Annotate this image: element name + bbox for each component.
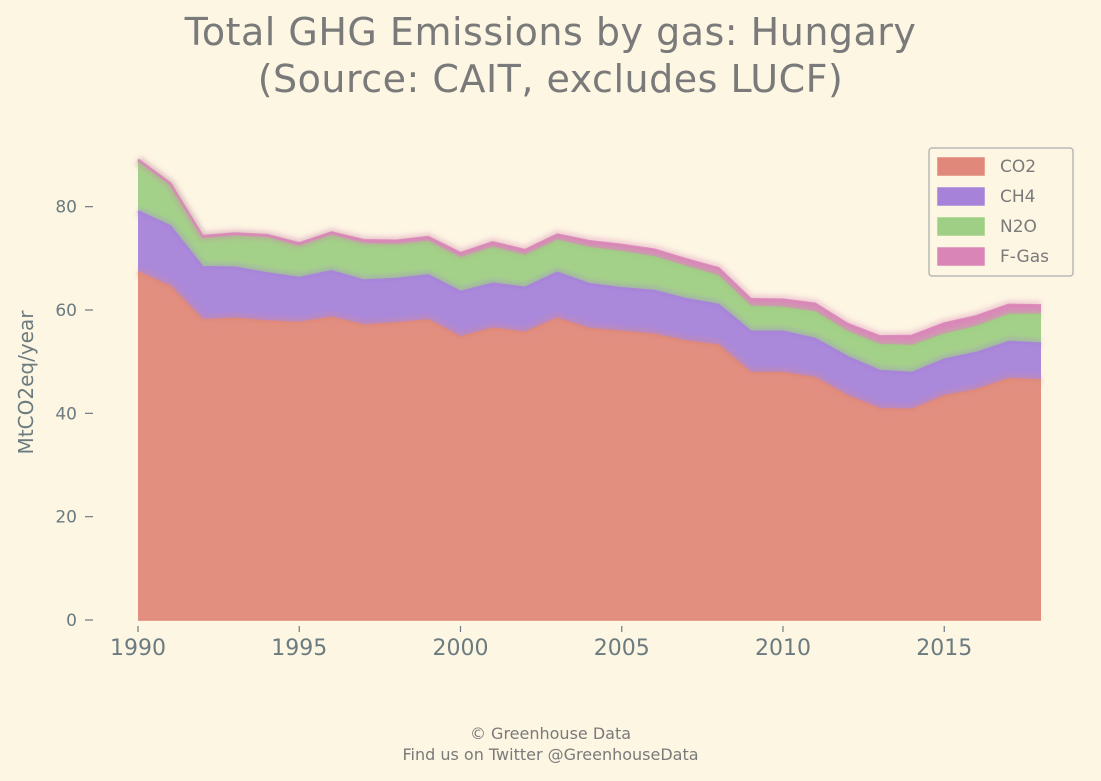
legend-box: [928, 147, 1074, 277]
legend-label-co2: CO2: [1000, 157, 1036, 177]
area-co2: [138, 272, 1041, 620]
legend: CO2 CH4 N2O F-Gas: [928, 147, 1074, 277]
area-f-gas: [138, 159, 1041, 347]
y-tick-label: 60: [55, 301, 77, 321]
line-f-gas: [137, 158, 1042, 338]
x-tick-label: 2000: [433, 636, 489, 661]
x-tick-label: 1995: [271, 636, 327, 661]
x-tick-label: 2015: [916, 636, 972, 661]
x-tick-label: 2005: [594, 636, 650, 661]
area-ch4: [138, 211, 1041, 410]
legend-swatch-ch4: [937, 187, 985, 206]
chart-title: Total GHG Emissions by gas: Hungary: [184, 10, 917, 54]
areas-layer: [138, 159, 1041, 620]
legend-swatch-co2: [937, 157, 985, 176]
y-tick-label: 0: [66, 611, 77, 631]
twitter-credit: Find us on Twitter @GreenhouseData: [402, 745, 699, 764]
y-tick-label: 20: [55, 508, 77, 528]
legend-swatch-n2o: [937, 217, 985, 236]
x-tick-label: 1990: [110, 636, 166, 661]
area-n2o: [138, 161, 1041, 374]
axes-layer: 0 20 40 60 80 1990 1995 2000 2005 2010 2015 MtCO2eq…: [14, 198, 972, 661]
legend-swatch-f-gas: [937, 247, 985, 266]
y-tick-label: 80: [55, 198, 77, 218]
x-tick-label: 2010: [755, 636, 811, 661]
copyright-text: © Greenhouse Data: [469, 724, 632, 743]
legend-label-f-gas: F-Gas: [1000, 247, 1049, 267]
line-ch4: [137, 210, 1042, 375]
legend-label-ch4: CH4: [1000, 187, 1035, 207]
chart-subtitle: (Source: CAIT, excludes LUCF): [257, 57, 844, 101]
legend-label-n2o: N2O: [1000, 217, 1037, 237]
y-tick-label: 40: [55, 404, 77, 424]
line-co2: [137, 271, 1042, 411]
y-axis-label: MtCO2eq/year: [14, 310, 38, 455]
lines-layer: [135, 156, 1042, 621]
